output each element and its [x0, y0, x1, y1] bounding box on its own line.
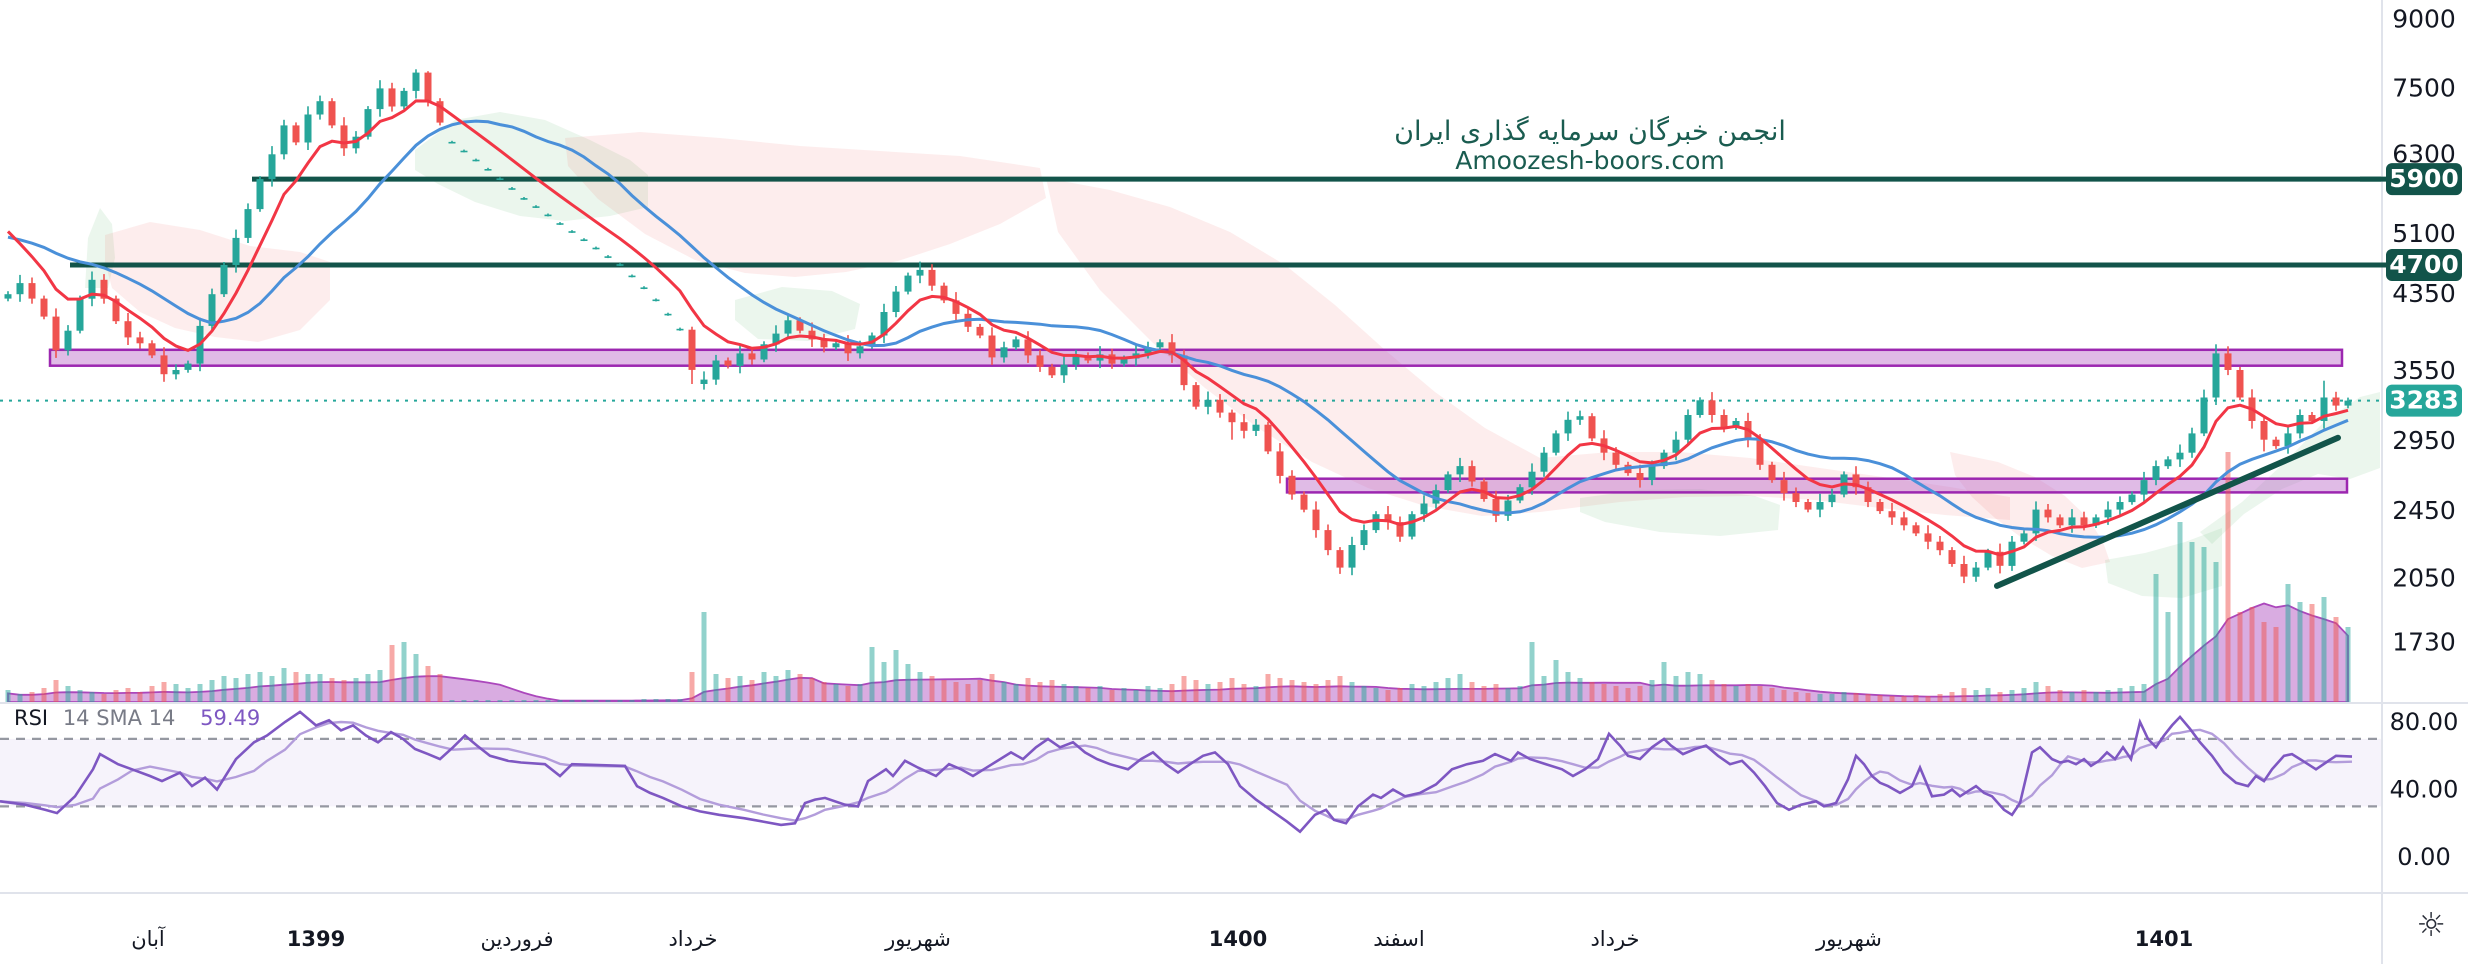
svg-text:5900: 5900 — [2389, 164, 2459, 193]
sun-icon[interactable]: ☼ — [2416, 904, 2446, 944]
svg-text:1730: 1730 — [2392, 628, 2456, 657]
svg-text:1400: 1400 — [1209, 927, 1267, 951]
svg-text:خرداد: خرداد — [1590, 927, 1639, 951]
svg-text:1401: 1401 — [2135, 927, 2193, 951]
svg-text:آبان: آبان — [131, 926, 166, 951]
svg-text:2450: 2450 — [2392, 496, 2456, 525]
svg-text:2950: 2950 — [2392, 426, 2456, 455]
rsi-value: 59.49 — [200, 706, 261, 730]
svg-text:شهریور: شهریور — [1815, 927, 1882, 951]
svg-text:40.00: 40.00 — [2390, 776, 2459, 804]
svg-text:3283: 3283 — [2389, 386, 2459, 415]
svg-text:4700: 4700 — [2389, 250, 2459, 279]
svg-text:شهریور: شهریور — [884, 927, 951, 951]
svg-text:80.00: 80.00 — [2390, 708, 2459, 736]
svg-text:0.00: 0.00 — [2397, 843, 2450, 871]
svg-text:3550: 3550 — [2392, 356, 2456, 385]
svg-text:9000: 9000 — [2392, 5, 2456, 34]
svg-text:2050: 2050 — [2392, 564, 2456, 593]
svg-text:اسفند: اسفند — [1373, 927, 1424, 951]
svg-text:خرداد: خرداد — [668, 927, 717, 951]
svg-text:1399: 1399 — [287, 927, 345, 951]
rsi-indicator-label[interactable]: RSI 14 SMA 14 59.49 — [14, 706, 260, 730]
svg-text:5100: 5100 — [2392, 219, 2456, 248]
rsi-params: 14 SMA 14 — [62, 706, 176, 730]
rsi-title: RSI — [14, 706, 49, 730]
svg-text:7500: 7500 — [2392, 73, 2456, 102]
svg-text:4350: 4350 — [2392, 279, 2456, 308]
svg-text:فروردین: فروردین — [480, 927, 553, 951]
